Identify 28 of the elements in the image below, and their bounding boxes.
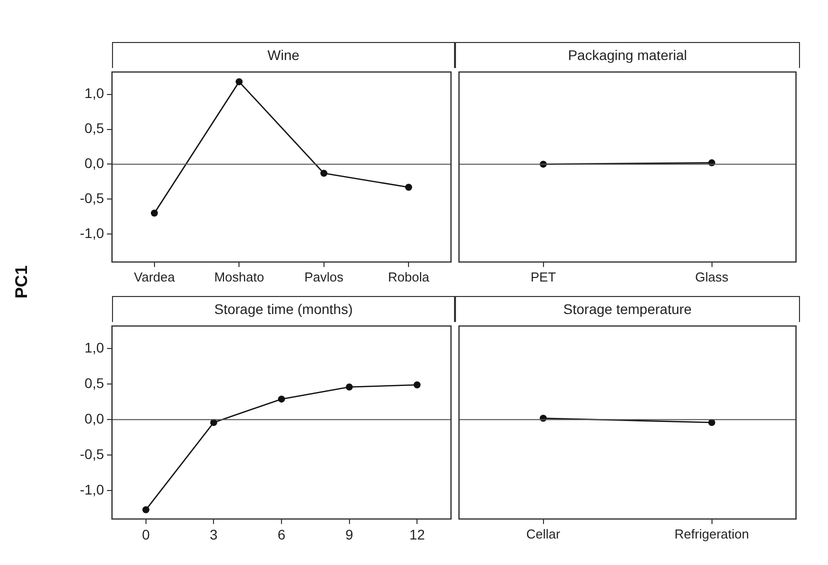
x-tick-label: 6 bbox=[278, 526, 286, 542]
chart-title: Storage temperature bbox=[455, 296, 800, 322]
y-tick-label: 1,0 bbox=[84, 340, 104, 356]
y-tick-label: 0,5 bbox=[84, 120, 104, 136]
y-tick-label: 0,0 bbox=[84, 410, 104, 427]
y-tick-label: -0,5 bbox=[80, 190, 104, 206]
x-tick-label: PET bbox=[530, 269, 556, 284]
y-tick-label: -1,0 bbox=[80, 224, 104, 241]
x-tick-label: Refrigeration bbox=[674, 526, 749, 542]
x-tick-label: 12 bbox=[409, 526, 426, 542]
chart-title: Packaging material bbox=[455, 42, 800, 68]
y-axis-title: PC1 bbox=[12, 265, 32, 299]
y-tick-label: -1,0 bbox=[80, 481, 104, 498]
x-tick-label: Robola bbox=[388, 269, 430, 284]
x-tick-label: 9 bbox=[345, 526, 354, 542]
x-tick-label: 0 bbox=[142, 526, 150, 542]
x-tick-label: Pavlos bbox=[304, 269, 344, 284]
x-tick-label: Vardea bbox=[134, 269, 176, 284]
x-tick-label: 3 bbox=[210, 526, 218, 542]
y-tick-label: 0,5 bbox=[84, 375, 104, 392]
chart-title: Storage time (months) bbox=[112, 296, 455, 322]
y-tick-label: -0,5 bbox=[80, 446, 104, 462]
y-tick-label: 1,0 bbox=[84, 85, 104, 102]
x-tick-label: Cellar bbox=[526, 526, 561, 542]
y-tick-label: 0,0 bbox=[84, 155, 104, 172]
x-tick-label: Moshato bbox=[214, 269, 264, 284]
chart-title: Wine bbox=[112, 42, 455, 68]
x-tick-label: Glass bbox=[695, 269, 729, 284]
